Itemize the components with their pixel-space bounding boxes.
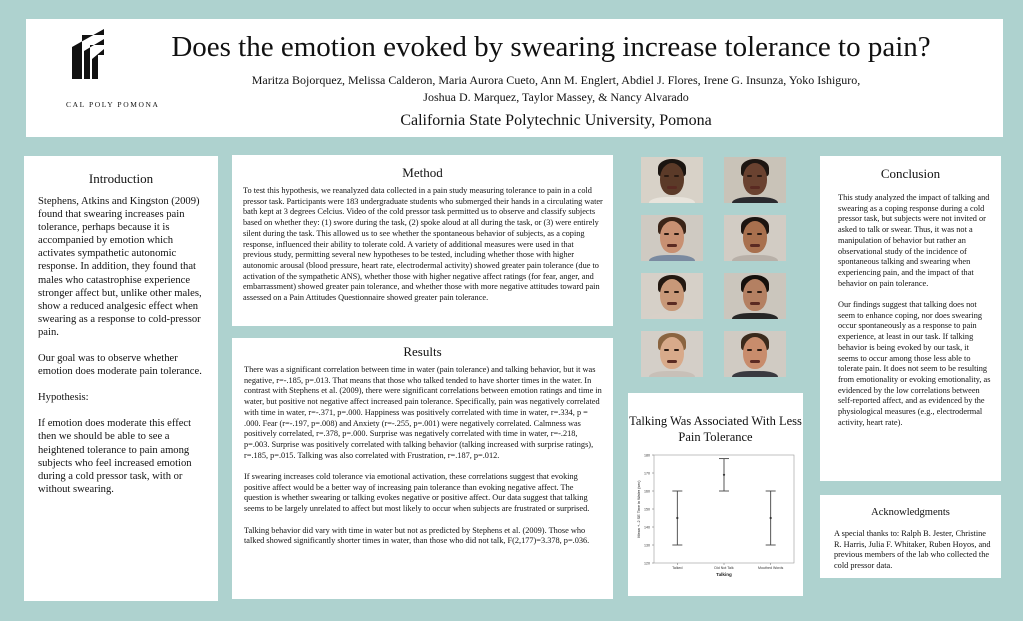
x-axis-label: Talking bbox=[716, 572, 732, 577]
hypothesis-text: If emotion does moderate this effect the… bbox=[38, 418, 192, 495]
cal-poly-pomona-logo: CAL POLY POMONA bbox=[66, 29, 158, 119]
y-axis-label: Mean +- 2 SE Time in Water (sec) bbox=[637, 480, 641, 538]
chart-title: Talking Was Associated With Less Pain To… bbox=[629, 414, 802, 444]
poster-title: Does the emotion evoked by swearing incr… bbox=[171, 31, 931, 63]
hypothesis-label: Hypothesis: bbox=[38, 392, 89, 404]
introduction-heading: Introduction bbox=[88, 171, 154, 186]
acknowledgments-panel: Acknowledgments A special thanks to: Ral… bbox=[820, 495, 1001, 578]
conclusion-paragraph: Our findings suggest that talking does n… bbox=[838, 300, 991, 427]
introduction-paragraph: Stephens, Atkins and Kingston (2009) fou… bbox=[38, 196, 202, 338]
conclusion-panel: Conclusion This study analyzed the impac… bbox=[820, 156, 1001, 481]
acknowledgments-text: A special thanks to: Ralph B. Jester, Ch… bbox=[834, 529, 991, 571]
y-tick-label: 130 bbox=[644, 544, 650, 548]
university-name: California State Polytechnic University,… bbox=[400, 112, 712, 129]
method-heading: Method bbox=[402, 165, 443, 180]
face-photo bbox=[724, 273, 786, 319]
y-tick-label: 170 bbox=[644, 472, 650, 476]
results-paragraph: If swearing increases cold tolerance via… bbox=[244, 472, 590, 514]
conclusion-text: This study analyzed the impact of talkin… bbox=[838, 193, 991, 428]
method-text: To test this hypothesis, we reanalyzed d… bbox=[243, 186, 603, 303]
x-tick-label: Did Not Talk bbox=[714, 566, 734, 570]
authors: Maritza Bojorquez, Melissa Calderon, Mar… bbox=[176, 72, 936, 106]
face-photo bbox=[724, 331, 786, 377]
results-paragraph: There was a significant correlation betw… bbox=[244, 365, 602, 460]
error-bar-chart: 120 130 140 150 160 170 180 Talked Did Not Talk M… bbox=[637, 454, 795, 577]
x-tick-label: Talked bbox=[672, 566, 682, 570]
y-tick-label: 160 bbox=[644, 490, 650, 494]
results-paragraph: Talking behavior did vary with time in w… bbox=[244, 525, 590, 546]
face-photo bbox=[641, 273, 703, 319]
x-tick-label: Mouthed Words bbox=[758, 566, 784, 570]
logo-text: CAL POLY POMONA bbox=[66, 100, 160, 109]
mean-point bbox=[676, 516, 679, 520]
introduction-panel: Introduction Stephens, Atkins and Kingst… bbox=[24, 156, 218, 601]
y-tick-label: 180 bbox=[644, 454, 650, 458]
results-panel: Results There was a significant correlat… bbox=[232, 338, 613, 599]
y-tick-label: 150 bbox=[644, 508, 650, 512]
conclusion-paragraph: This study analyzed the impact of talkin… bbox=[838, 193, 990, 288]
results-heading: Results bbox=[403, 344, 442, 359]
introduction-paragraph: Our goal was to observe whether emotion … bbox=[38, 353, 202, 378]
face-photo bbox=[724, 157, 786, 203]
face-photo bbox=[641, 215, 703, 261]
authors-line-1: Maritza Bojorquez, Melissa Calderon, Mar… bbox=[251, 73, 861, 87]
mean-point bbox=[769, 516, 772, 520]
chart-panel: Talking Was Associated With Less Pain To… bbox=[628, 393, 803, 596]
face-photo bbox=[641, 157, 703, 203]
poster-header: CAL POLY POMONA Does the emotion evoked … bbox=[26, 19, 1003, 137]
acknowledgments-heading: Acknowledgments bbox=[871, 507, 950, 518]
introduction-text: Stephens, Atkins and Kingston (2009) fou… bbox=[38, 195, 206, 496]
y-tick-label: 120 bbox=[644, 562, 650, 566]
logo-mark-icon bbox=[72, 29, 104, 79]
face-photo bbox=[724, 215, 786, 261]
y-tick-label: 140 bbox=[644, 526, 650, 530]
authors-line-2: Joshua D. Marquez, Taylor Massey, & Nanc… bbox=[423, 90, 689, 104]
method-panel: Method To test this hypothesis, we reana… bbox=[232, 155, 613, 326]
mean-point bbox=[722, 473, 726, 476]
conclusion-heading: Conclusion bbox=[880, 166, 941, 181]
face-photo bbox=[641, 331, 703, 377]
results-text: There was a significant correlation betw… bbox=[244, 365, 603, 547]
